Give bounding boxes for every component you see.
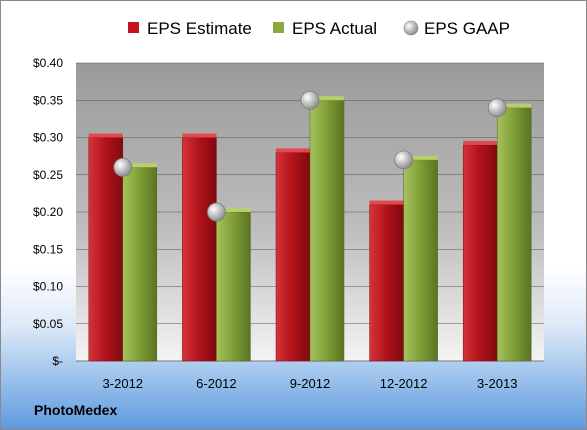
x-category-label: 6-2012 xyxy=(196,376,236,391)
bar-eps-estimate xyxy=(369,204,404,362)
y-axis-ticks: $- $0.05 $0.10 $0.15 $0.20 $0.25 $0.30 $0.35 $0.… xyxy=(33,56,63,368)
bar-eps-estimate-top xyxy=(88,133,123,138)
y-tick-label: $0.40 xyxy=(33,56,63,70)
bar-eps-actual xyxy=(403,159,438,362)
legend-label: EPS Actual xyxy=(292,19,377,38)
bar-eps-estimate-top xyxy=(182,133,217,138)
marker-eps-gaap xyxy=(113,157,133,177)
bar-eps-actual xyxy=(496,107,532,362)
y-tick-label: $0.25 xyxy=(33,168,63,182)
y-tick-label: $0.20 xyxy=(33,205,63,219)
legend-label: EPS GAAP xyxy=(424,19,510,38)
bar-eps-estimate xyxy=(462,144,498,362)
bar-eps-actual-top xyxy=(216,208,251,212)
x-category-label: 9-2012 xyxy=(290,376,330,391)
x-category-label: 3-2012 xyxy=(103,376,143,391)
bar-eps-estimate-top xyxy=(463,140,498,145)
bar-eps-actual xyxy=(309,100,345,362)
bar-eps-actual-top xyxy=(403,155,438,160)
bar-eps-actual-top xyxy=(310,96,344,101)
legend-marker xyxy=(403,20,419,36)
marker-eps-gaap xyxy=(300,90,320,110)
bar-eps-actual xyxy=(216,211,251,362)
bar-eps-estimate-top xyxy=(369,200,404,205)
marker-eps-gaap xyxy=(206,202,226,222)
y-tick-label: $0.10 xyxy=(33,280,63,294)
gaap-markers xyxy=(113,90,507,222)
y-tick-label: $0.05 xyxy=(33,317,63,331)
legend-swatch xyxy=(273,22,284,33)
bar-eps-actual-top xyxy=(497,103,532,108)
x-category-label: 12-2012 xyxy=(380,376,428,391)
bar-eps-estimate xyxy=(275,152,311,362)
marker-eps-gaap xyxy=(394,150,414,170)
legend: EPS Estimate EPS Actual EPS GAAP xyxy=(128,19,510,38)
company-label: PhotoMedex xyxy=(34,402,118,418)
legend-swatch xyxy=(128,22,139,33)
legend-label: EPS Estimate xyxy=(147,19,252,38)
bar-eps-actual-top xyxy=(122,163,157,168)
bar-eps-actual xyxy=(122,167,158,362)
y-tick-label: $0.30 xyxy=(33,131,63,145)
marker-eps-gaap xyxy=(487,98,507,118)
bar-eps-estimate xyxy=(182,137,217,362)
bars xyxy=(88,96,532,362)
x-axis-labels: 3-2012 6-2012 9-2012 12-2012 3-2013 xyxy=(103,376,518,391)
y-tick-label: $0.35 xyxy=(33,93,63,107)
x-category-label: 3-2013 xyxy=(477,376,517,391)
y-tick-label: $- xyxy=(52,354,63,368)
bar-eps-estimate-top xyxy=(276,148,310,153)
y-tick-label: $0.15 xyxy=(33,242,63,256)
